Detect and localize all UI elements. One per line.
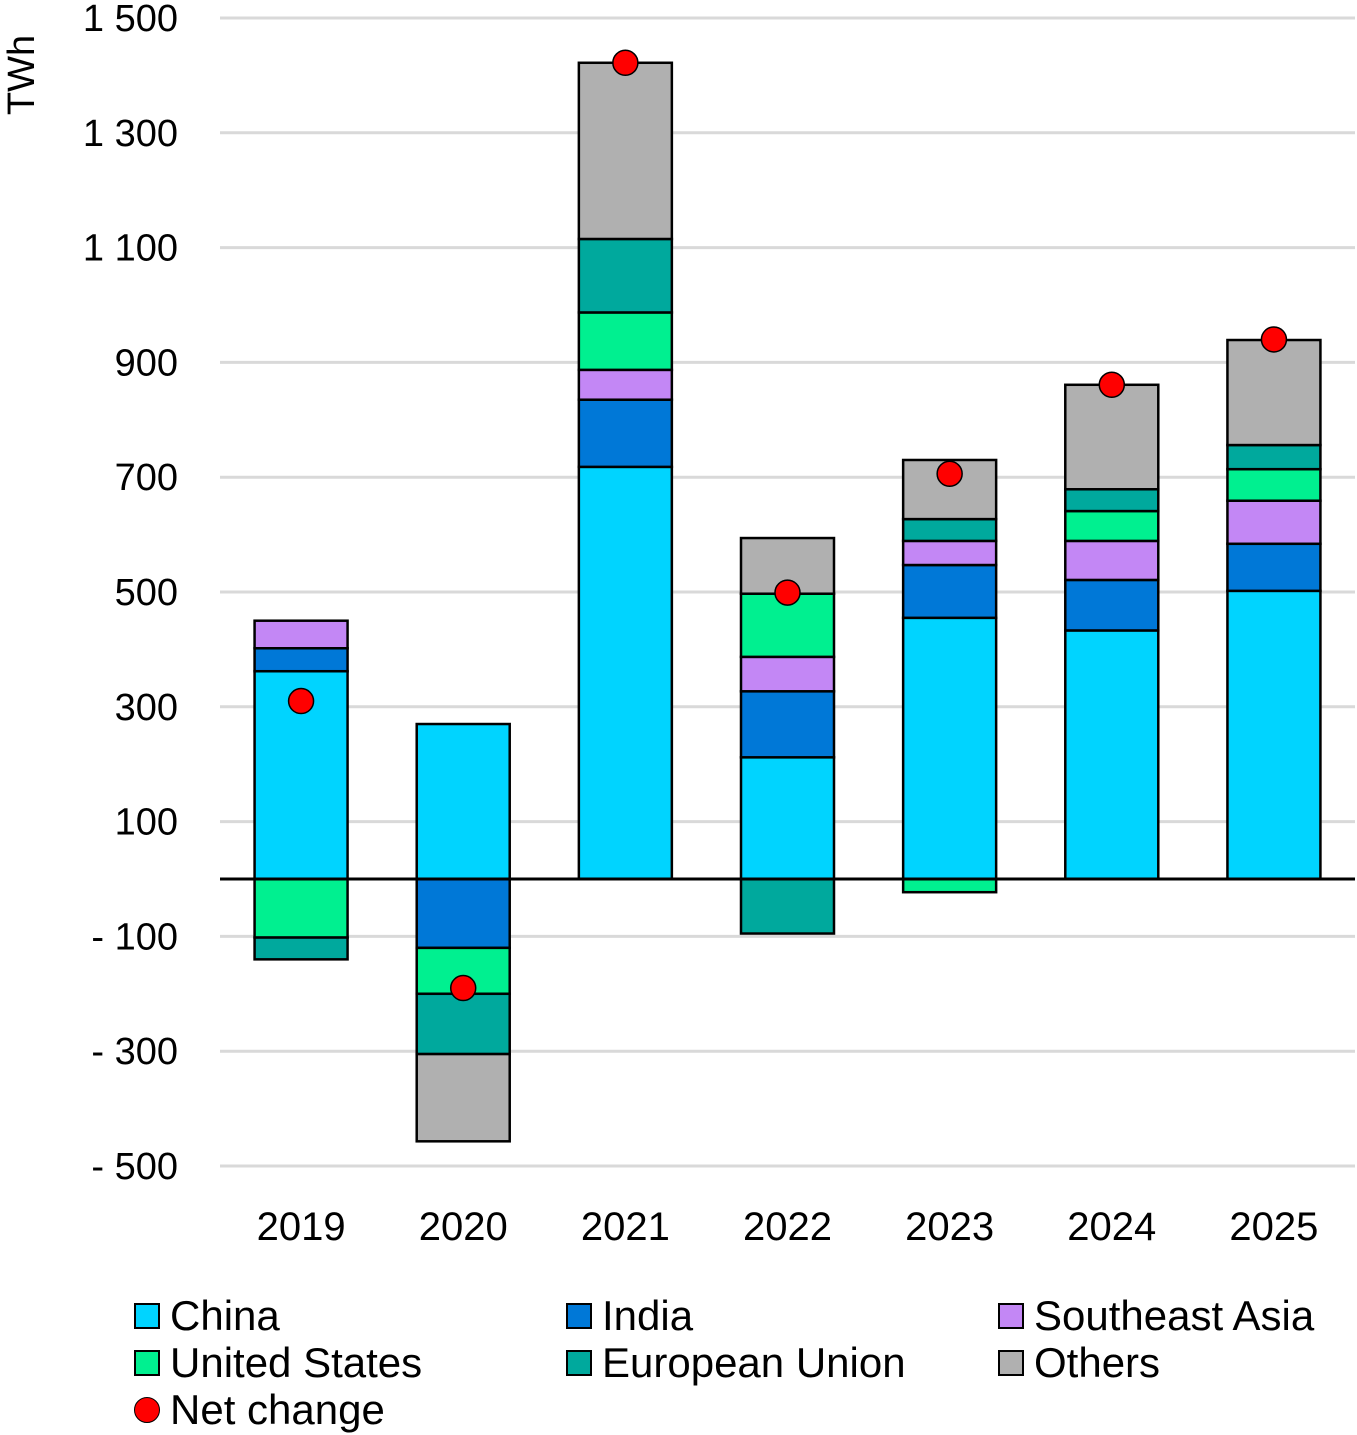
legend-swatch: [998, 1303, 1024, 1329]
legend-item-united-states: United States: [134, 1339, 422, 1387]
bar-segment: [253, 877, 349, 939]
bar-segment: [1064, 539, 1160, 582]
bar-segment: [1064, 488, 1160, 513]
x-tick-label: 2024: [1067, 1205, 1156, 1249]
bar-segment: [739, 756, 836, 881]
net-change-marker: [612, 49, 639, 77]
bar-segment: [1064, 509, 1160, 543]
net-change-marker: [449, 974, 477, 1002]
legend-item-european-union: European Union: [566, 1339, 906, 1387]
bar-segment: [1226, 542, 1322, 593]
bar-segment: [577, 368, 674, 401]
legend-label: China: [170, 1292, 280, 1339]
bar-segment: [901, 877, 998, 894]
legend-item-net-change: Net change: [134, 1386, 385, 1434]
bar-segment: [901, 616, 998, 881]
net-change-marker: [1098, 371, 1126, 399]
bar-segment: [901, 517, 998, 543]
bar-segment: [1226, 467, 1322, 502]
y-axis-ticks: 1 500 1 300 1 100 900 700 500 300 100 - 100 - 300…: [83, 0, 178, 1188]
legend-label: India: [602, 1292, 694, 1339]
y-tick-label: - 100: [91, 916, 178, 958]
legend-label: Southeast Asia: [1034, 1292, 1315, 1339]
legend-item-others: Others: [998, 1339, 1160, 1387]
net-change-marker: [287, 687, 315, 715]
bar-segment: [739, 690, 836, 759]
legend-marker: [134, 1397, 160, 1423]
y-tick-label: 1 500: [83, 0, 178, 40]
bar-segment: [415, 1052, 511, 1143]
x-tick-label: 2023: [905, 1205, 994, 1249]
bar-segment: [253, 619, 349, 650]
bar-segment: [1064, 383, 1160, 491]
y-tick-label: - 500: [91, 1146, 178, 1188]
legend-label: Net change: [170, 1386, 385, 1433]
bar-segment: [739, 655, 836, 693]
net-change-markers: [287, 49, 1288, 1002]
bar-segment: [1226, 338, 1322, 447]
y-tick-label: 1 300: [83, 113, 178, 155]
legend-label: Others: [1034, 1339, 1161, 1386]
bar-segment: [577, 398, 674, 469]
bar-segment: [253, 647, 349, 673]
bar-segment: [1064, 629, 1160, 881]
legend-swatch: [134, 1350, 160, 1376]
bar-segment: [1226, 499, 1322, 546]
bar-segment: [1226, 443, 1322, 471]
x-tick-label: 2025: [1229, 1205, 1318, 1249]
y-tick-label: 900: [115, 342, 178, 384]
y-tick-label: 100: [115, 802, 178, 844]
bar-segment: [739, 877, 836, 935]
legend-swatch: [566, 1350, 592, 1376]
x-tick-label: 2019: [257, 1205, 346, 1249]
net-change-marker: [936, 460, 963, 488]
legend-swatch: [566, 1303, 592, 1329]
legend-swatch: [134, 1303, 160, 1329]
y-axis-label: TWh: [1, 35, 43, 115]
y-tick-label: 500: [115, 572, 178, 614]
bar-segment: [253, 936, 349, 961]
legend: China India Southeast Asia United States…: [0, 1290, 1357, 1435]
legend-item-india: India: [566, 1292, 693, 1340]
legend-label: European Union: [602, 1339, 906, 1386]
bars: [253, 61, 1322, 1143]
legend-item-southeast-asia: Southeast Asia: [998, 1292, 1314, 1340]
y-tick-label: 700: [115, 457, 178, 499]
bar-segment: [415, 992, 511, 1056]
y-tick-label: 1 100: [83, 228, 178, 270]
net-change-marker: [774, 579, 801, 606]
bar-segment: [577, 61, 674, 241]
x-axis-ticks: 2019 2020 2021 2022 2023 2024 2025: [257, 1205, 1319, 1249]
x-tick-label: 2022: [743, 1205, 832, 1249]
bar-segment: [415, 722, 511, 881]
bar-segment: [577, 465, 674, 881]
y-tick-label: 300: [115, 687, 178, 729]
stacked-bar-chart: 1 500 1 300 1 100 900 700 500 300 100 - 100 - 300…: [1, 0, 1355, 1249]
bar-segment: [577, 237, 674, 314]
x-tick-label: 2021: [581, 1205, 670, 1249]
bar-segment: [1064, 578, 1160, 632]
bar-segment: [415, 877, 511, 950]
bar-segment: [577, 311, 674, 372]
y-tick-label: - 300: [91, 1031, 178, 1073]
legend-item-china: China: [134, 1292, 280, 1340]
legend-swatch: [998, 1350, 1024, 1376]
bar-segment: [1226, 589, 1322, 881]
legend-label: United States: [170, 1339, 423, 1386]
bar-segment: [901, 539, 998, 567]
net-change-marker: [1260, 326, 1288, 353]
x-tick-label: 2020: [419, 1205, 508, 1249]
bar-segment: [901, 563, 998, 620]
